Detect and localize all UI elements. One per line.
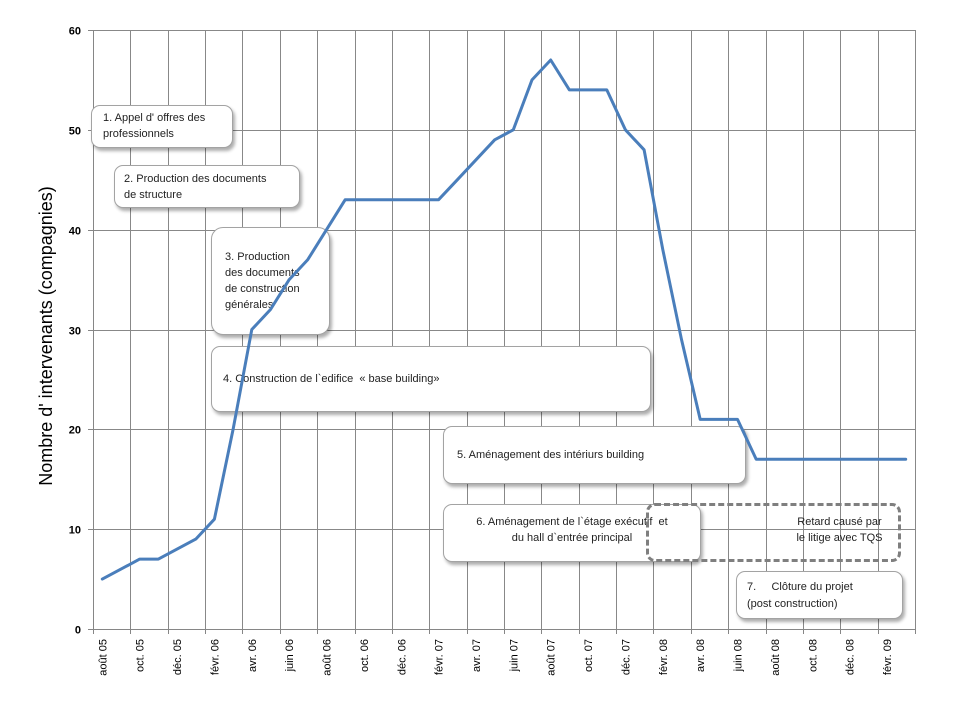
x-axis-tick-labels: août 05 oct. 05 déc. 05 févr. 06 avr. 06 juin… [97, 639, 894, 676]
x-tick-label: avr. 08 [695, 639, 707, 672]
x-tick-label: août 08 [770, 639, 782, 676]
annotation-text-line: de construction [225, 283, 300, 295]
y-tick-label: 10 [69, 525, 81, 537]
annotation-text-line: le litige avec TQS [796, 532, 883, 544]
x-tick-label: août 07 [546, 639, 558, 676]
y-tick-label: 30 [69, 326, 81, 338]
annotation-retard-litige: Retard causé par le litige avec TQS [646, 503, 901, 562]
annotation-text-line: 4. Construction de l`edifice « base buil… [223, 373, 440, 385]
x-tick-label: févr. 09 [882, 639, 894, 675]
x-tick-label: déc. 07 [620, 639, 632, 675]
x-tick-label: juin 07 [508, 639, 520, 672]
y-tick-label: 0 [75, 625, 81, 637]
x-tick-label: août 06 [322, 639, 334, 676]
annotation-text-line: Retard causé par [797, 516, 882, 528]
annotation-text-line: 1. Appel d' offres des [103, 112, 206, 124]
y-tick-label: 20 [69, 425, 81, 437]
annotation-text-line: des documents [225, 267, 300, 279]
x-tick-label: déc. 08 [845, 639, 857, 675]
annotation-text-line: (post construction) [747, 598, 838, 610]
x-tick-label: juin 08 [733, 639, 745, 672]
annotation-text-line: 2. Production des documents [124, 173, 267, 185]
annotation-2-documents-structure: 2. Production des documents de structure [114, 165, 300, 208]
y-tick-label: 50 [69, 126, 81, 138]
y-axis-tick-labels: 0 10 20 30 40 50 60 [69, 26, 81, 637]
x-tick-label: oct. 06 [359, 639, 371, 672]
annotation-text-line: de structure [124, 189, 183, 201]
x-tick-label: avr. 07 [471, 639, 483, 672]
x-tick-label: déc. 05 [172, 639, 184, 675]
annotation-text-line: 5. Aménagement des intériurs building [457, 449, 645, 461]
annotation-5-amenagement-interieurs: 5. Aménagement des intériurs building [443, 426, 746, 484]
annotation-4-construction-edifice: 4. Construction de l`edifice « base buil… [211, 346, 651, 412]
x-tick-label: oct. 08 [807, 639, 819, 672]
annotation-text-line: générales [225, 299, 274, 311]
x-tick-label: juin 06 [284, 639, 296, 672]
x-tick-label: oct. 05 [135, 639, 147, 672]
annotation-1-appel-offres: 1. Appel d' offres des professionnels [91, 105, 233, 148]
annotation-text-line: professionnels [103, 128, 174, 140]
x-tick-label: oct. 07 [583, 639, 595, 672]
x-tick-label: août 05 [97, 639, 109, 676]
x-tick-label: déc. 06 [396, 639, 408, 675]
y-tick-label: 40 [69, 226, 81, 238]
annotation-text-line: 3. Production [225, 251, 290, 263]
y-tick-label: 60 [69, 26, 81, 38]
x-tick-label: févr. 06 [209, 639, 221, 675]
annotation-7-cloture-projet: 7. Clôture du projet (post construction) [736, 571, 903, 619]
x-tick-label: févr. 08 [658, 639, 670, 675]
x-tick-label: févr. 07 [434, 639, 446, 675]
y-axis-title: Nombre d' intervenants (compagnies) [36, 186, 56, 486]
x-tick-label: avr. 06 [247, 639, 259, 672]
annotation-text-line: 7. Clôture du projet [747, 581, 853, 593]
annotation-3-documents-construction: 3. Production des documents de construct… [211, 227, 330, 335]
